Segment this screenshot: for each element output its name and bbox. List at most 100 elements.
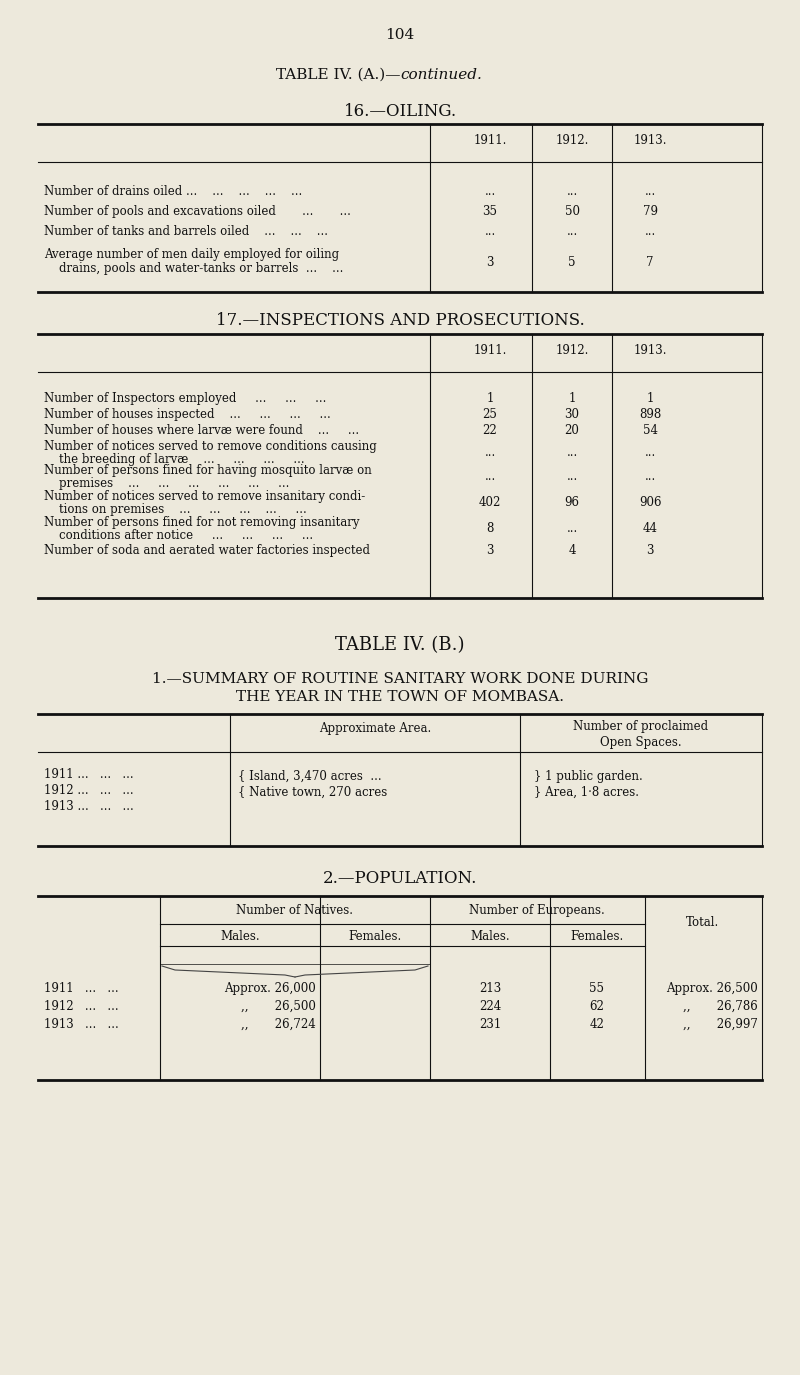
Text: 55: 55 — [590, 982, 605, 996]
Text: THE YEAR IN THE TOWN OF MOMBASA.: THE YEAR IN THE TOWN OF MOMBASA. — [236, 690, 564, 704]
Text: Females.: Females. — [570, 930, 624, 943]
Text: ...: ... — [484, 186, 496, 198]
Text: 3: 3 — [486, 544, 494, 557]
Text: Number of persons fined for not removing insanitary: Number of persons fined for not removing… — [44, 516, 359, 529]
Text: 3: 3 — [646, 544, 654, 557]
Text: Number of Europeans.: Number of Europeans. — [469, 903, 605, 917]
Text: ...: ... — [484, 226, 496, 238]
Text: 25: 25 — [482, 408, 498, 421]
Text: ...: ... — [644, 226, 656, 238]
Text: 16.—OILING.: 16.—OILING. — [343, 103, 457, 120]
Text: premises    ...     ...     ...     ...     ...     ...: premises ... ... ... ... ... ... — [44, 477, 290, 489]
Text: Females.: Females. — [348, 930, 402, 943]
Text: ,,       26,997: ,, 26,997 — [683, 1018, 758, 1031]
Text: 1912.: 1912. — [555, 344, 589, 358]
Text: Open Spaces.: Open Spaces. — [600, 736, 682, 749]
Text: 231: 231 — [479, 1018, 501, 1031]
Text: ,,       26,724: ,, 26,724 — [242, 1018, 316, 1031]
Text: Approximate Area.: Approximate Area. — [319, 722, 431, 736]
Text: ...: ... — [566, 470, 578, 483]
Text: ,,       26,500: ,, 26,500 — [241, 1000, 316, 1013]
Text: 1912 ...   ...   ...: 1912 ... ... ... — [44, 784, 134, 797]
Text: the breeding of larvæ    ...     ...     ...     ...: the breeding of larvæ ... ... ... ... — [44, 452, 305, 466]
Text: Number of soda and aerated water factories inspected: Number of soda and aerated water factori… — [44, 544, 370, 557]
Text: Number of notices served to remove conditions causing: Number of notices served to remove condi… — [44, 440, 377, 452]
Text: 20: 20 — [565, 424, 579, 437]
Text: tions on premises    ...     ...     ...    ...     ...: tions on premises ... ... ... ... ... — [44, 503, 306, 516]
Text: conditions after notice     ...     ...     ...     ...: conditions after notice ... ... ... ... — [44, 529, 313, 542]
Text: 17.—INSPECTIONS AND PROSECUTIONS.: 17.—INSPECTIONS AND PROSECUTIONS. — [216, 312, 584, 329]
Text: 35: 35 — [482, 205, 498, 219]
Text: TABLE IV. (A.)—: TABLE IV. (A.)— — [275, 67, 400, 82]
Text: ...: ... — [644, 186, 656, 198]
Text: 1913   ...   ...: 1913 ... ... — [44, 1018, 118, 1031]
Text: 906: 906 — [638, 496, 662, 509]
Text: ...: ... — [484, 446, 496, 459]
Text: { Island, 3,470 acres  ...: { Island, 3,470 acres ... — [238, 770, 382, 782]
Text: 3: 3 — [486, 256, 494, 270]
Text: ...: ... — [644, 446, 656, 459]
Text: ...: ... — [566, 186, 578, 198]
Text: Number of houses inspected    ...     ...     ...     ...: Number of houses inspected ... ... ... .… — [44, 408, 330, 421]
Text: 1: 1 — [486, 392, 494, 406]
Text: 213: 213 — [479, 982, 501, 996]
Text: 1913 ...   ...   ...: 1913 ... ... ... — [44, 800, 134, 813]
Text: } 1 public garden.: } 1 public garden. — [534, 770, 642, 782]
Text: Number of Natives.: Number of Natives. — [237, 903, 354, 917]
Text: Number of proclaimed: Number of proclaimed — [574, 720, 709, 733]
Text: Number of pools and excavations oiled       ...       ...: Number of pools and excavations oiled ..… — [44, 205, 351, 219]
Text: ...: ... — [644, 470, 656, 483]
Text: 50: 50 — [565, 205, 579, 219]
Text: Number of notices served to remove insanitary condi-: Number of notices served to remove insan… — [44, 490, 366, 503]
Text: 4: 4 — [568, 544, 576, 557]
Text: 1912.: 1912. — [555, 133, 589, 147]
Text: drains, pools and water-tanks or barrels  ...    ...: drains, pools and water-tanks or barrels… — [44, 263, 343, 275]
Text: Total.: Total. — [686, 916, 720, 930]
Text: Approx. 26,000: Approx. 26,000 — [224, 982, 316, 996]
Text: 1911.: 1911. — [474, 133, 506, 147]
Text: Number of houses where larvæ were found    ...     ...: Number of houses where larvæ were found … — [44, 424, 359, 437]
Text: 54: 54 — [642, 424, 658, 437]
Text: 1: 1 — [568, 392, 576, 406]
Text: 22: 22 — [482, 424, 498, 437]
Text: Number of drains oiled ...    ...    ...    ...    ...: Number of drains oiled ... ... ... ... .… — [44, 186, 302, 198]
Text: 8: 8 — [486, 522, 494, 535]
Text: 402: 402 — [479, 496, 501, 509]
Text: 224: 224 — [479, 1000, 501, 1013]
Text: ,,       26,786: ,, 26,786 — [683, 1000, 758, 1013]
Text: Approx. 26,500: Approx. 26,500 — [666, 982, 758, 996]
Text: 79: 79 — [642, 205, 658, 219]
Text: 1911.: 1911. — [474, 344, 506, 358]
Text: } Area, 1·8 acres.: } Area, 1·8 acres. — [534, 786, 639, 799]
Text: 62: 62 — [590, 1000, 605, 1013]
Text: ...: ... — [566, 226, 578, 238]
Text: { Native town, 270 acres: { Native town, 270 acres — [238, 786, 387, 799]
Text: 1.—SUMMARY OF ROUTINE SANITARY WORK DONE DURING: 1.—SUMMARY OF ROUTINE SANITARY WORK DONE… — [152, 672, 648, 686]
Text: 1911   ...   ...: 1911 ... ... — [44, 982, 118, 996]
Text: 104: 104 — [386, 28, 414, 43]
Text: 1: 1 — [646, 392, 654, 406]
Text: 44: 44 — [642, 522, 658, 535]
Text: continued.: continued. — [400, 67, 482, 82]
Text: Number of tanks and barrels oiled    ...    ...    ...: Number of tanks and barrels oiled ... ..… — [44, 226, 328, 238]
Text: ...: ... — [484, 470, 496, 483]
Text: Average number of men daily employed for oiling: Average number of men daily employed for… — [44, 248, 339, 261]
Text: ...: ... — [566, 446, 578, 459]
Text: 1911 ...   ...   ...: 1911 ... ... ... — [44, 769, 134, 781]
Text: Males.: Males. — [220, 930, 260, 943]
Text: 1913.: 1913. — [634, 344, 666, 358]
Text: 898: 898 — [639, 408, 661, 421]
Text: 5: 5 — [568, 256, 576, 270]
Text: 96: 96 — [565, 496, 579, 509]
Text: 30: 30 — [565, 408, 579, 421]
Text: Number of persons fined for having mosquito larvæ on: Number of persons fined for having mosqu… — [44, 463, 372, 477]
Text: TABLE IV. (B.): TABLE IV. (B.) — [335, 637, 465, 654]
Text: 42: 42 — [590, 1018, 605, 1031]
Text: 2.—POPULATION.: 2.—POPULATION. — [323, 870, 477, 887]
Text: 7: 7 — [646, 256, 654, 270]
Text: Males.: Males. — [470, 930, 510, 943]
Text: 1912   ...   ...: 1912 ... ... — [44, 1000, 118, 1013]
Text: Number of Inspectors employed     ...     ...     ...: Number of Inspectors employed ... ... ..… — [44, 392, 326, 406]
Text: 1913.: 1913. — [634, 133, 666, 147]
Text: ...: ... — [566, 522, 578, 535]
